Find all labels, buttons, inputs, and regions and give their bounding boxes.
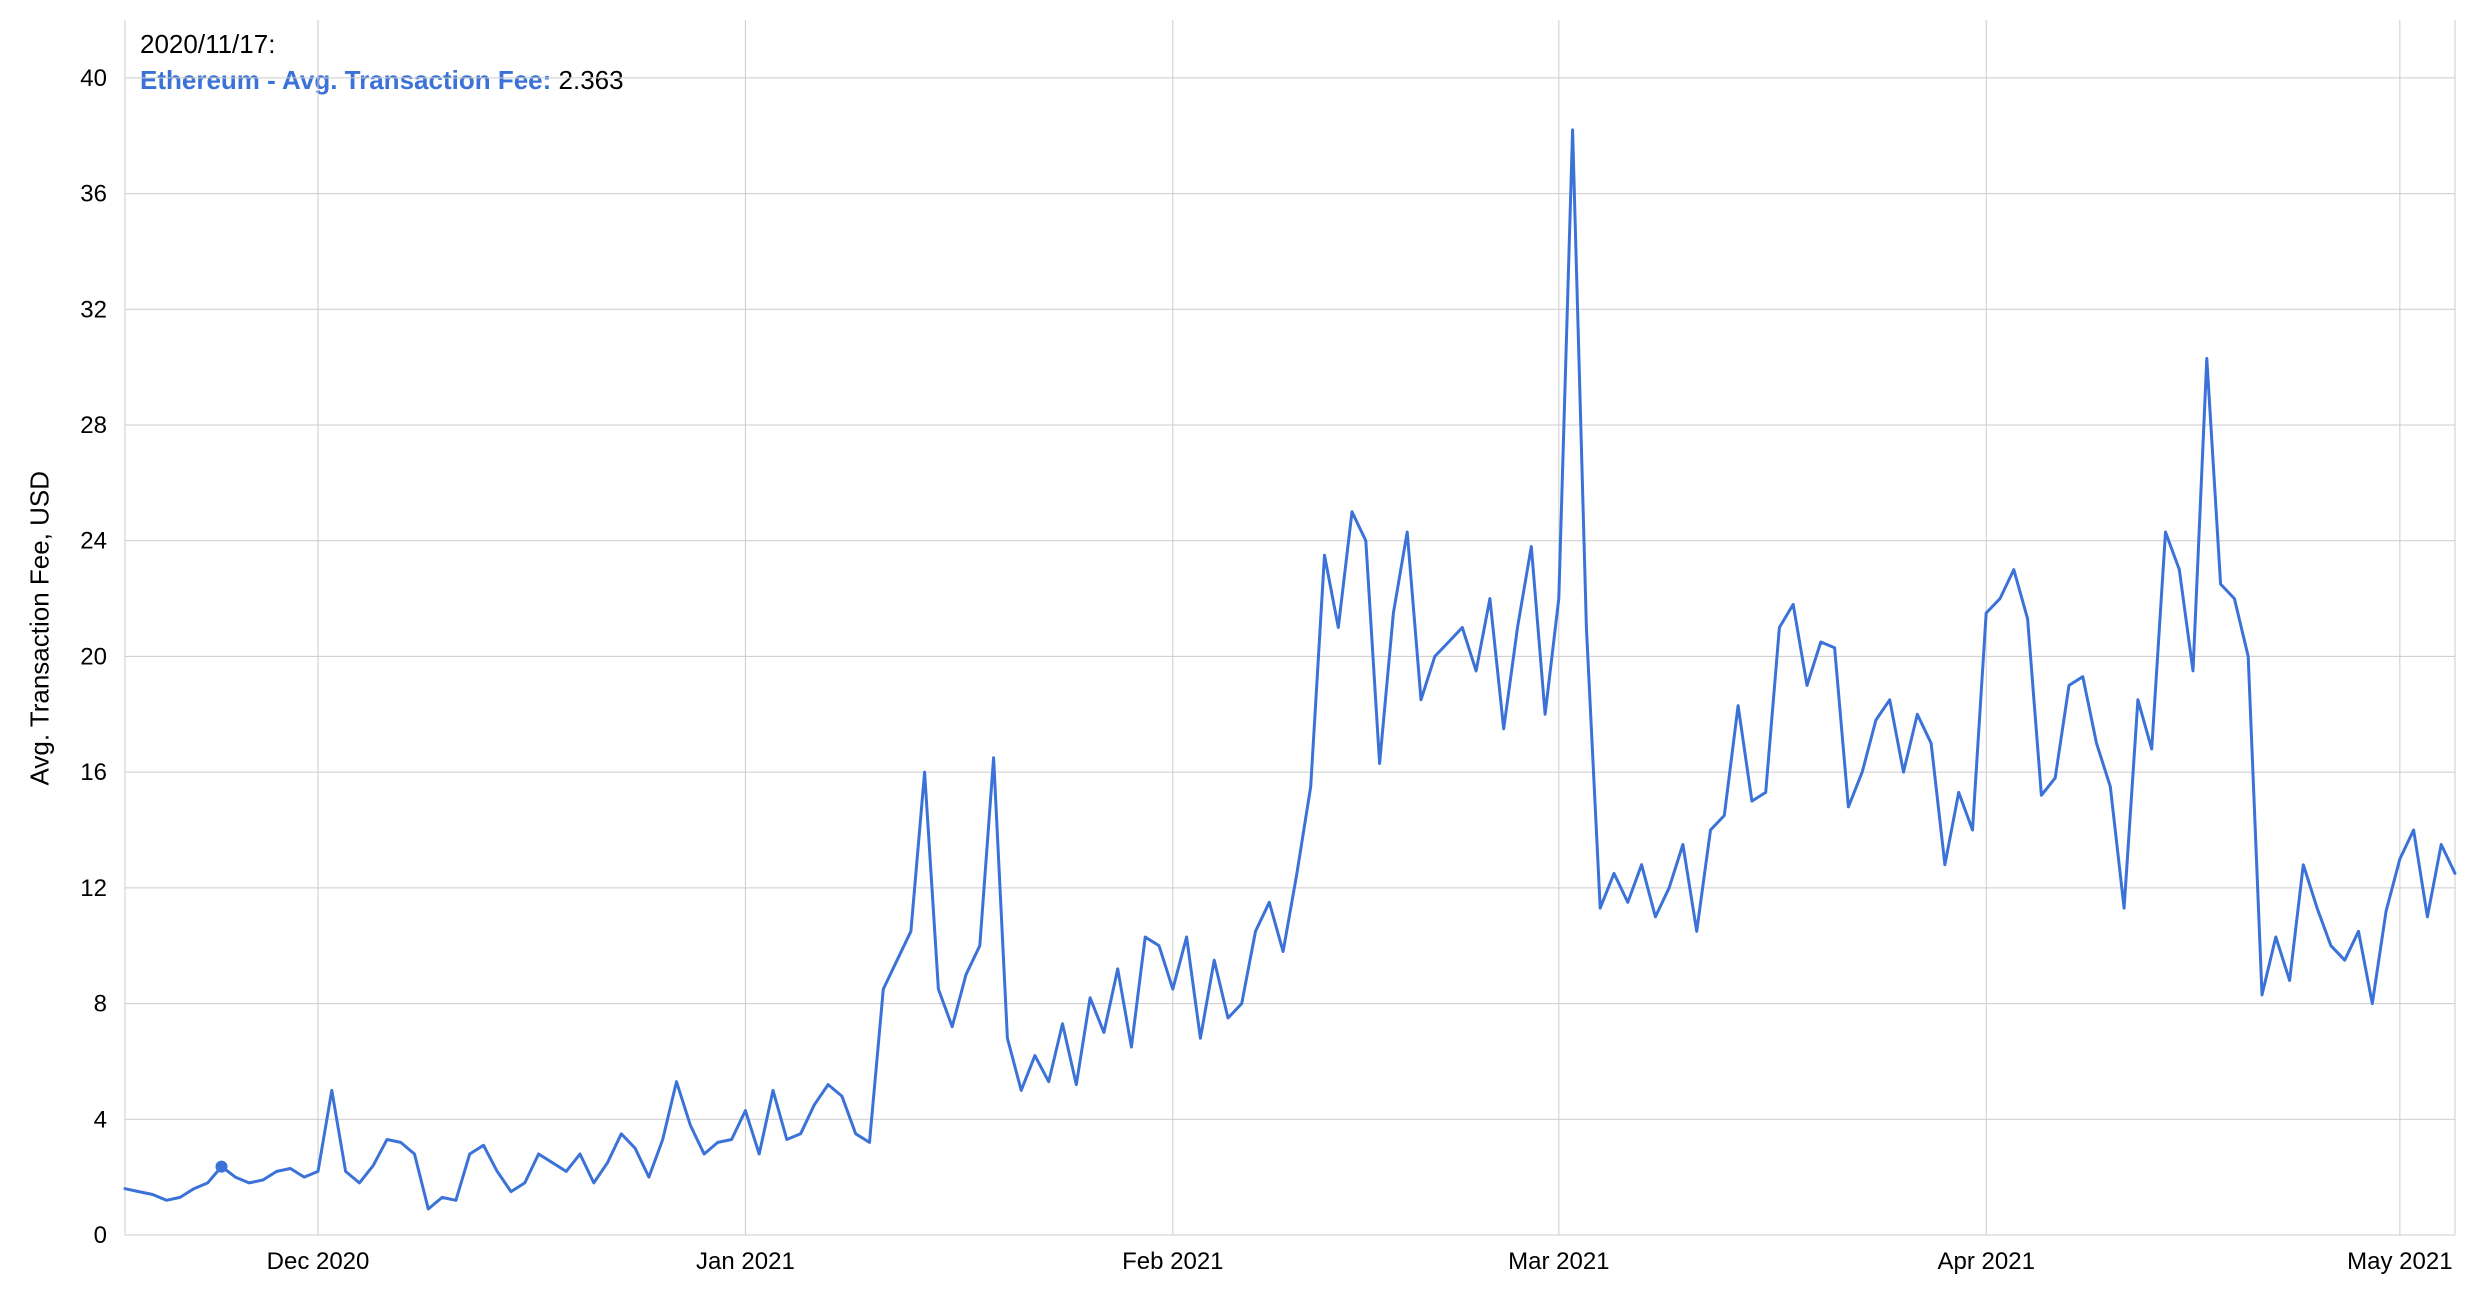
y-tick-label: 8 xyxy=(94,991,107,1018)
y-tick-label: 16 xyxy=(80,759,107,786)
y-tick-label: 24 xyxy=(80,528,107,555)
y-tick-label: 4 xyxy=(94,1106,107,1133)
y-tick-label: 20 xyxy=(80,643,107,670)
x-tick-label: May 2021 xyxy=(2347,1248,2452,1275)
x-tick-label: Apr 2021 xyxy=(1938,1248,2035,1275)
y-tick-label: 28 xyxy=(80,412,107,439)
chart-svg: 0 4 8 12 16 20 24 28 32 36 40 Dec 2020 Jan 2021 Feb … xyxy=(0,0,2486,1308)
x-tick-label: Mar 2021 xyxy=(1508,1248,1609,1275)
x-tick-label: Jan 2021 xyxy=(696,1248,795,1275)
x-tick-label: Dec 2020 xyxy=(267,1248,370,1275)
grid-lines xyxy=(125,20,2455,1235)
x-tick-label: Feb 2021 xyxy=(1122,1248,1223,1275)
y-tick-label: 32 xyxy=(80,296,107,323)
hover-marker xyxy=(216,1161,228,1173)
series-line xyxy=(125,130,2455,1209)
y-tick-label: 12 xyxy=(80,875,107,902)
y-tick-label: 36 xyxy=(80,181,107,208)
chart-container: Avg. Transaction Fee, USD 2020/11/17: Et… xyxy=(0,0,2486,1308)
y-tick-label: 40 xyxy=(80,65,107,92)
x-tick-labels: Dec 2020 Jan 2021 Feb 2021 Mar 2021 Apr 2021… xyxy=(267,1248,2453,1275)
y-tick-labels: 0 4 8 12 16 20 24 28 32 36 40 xyxy=(80,65,107,1249)
y-tick-label: 0 xyxy=(94,1222,107,1249)
